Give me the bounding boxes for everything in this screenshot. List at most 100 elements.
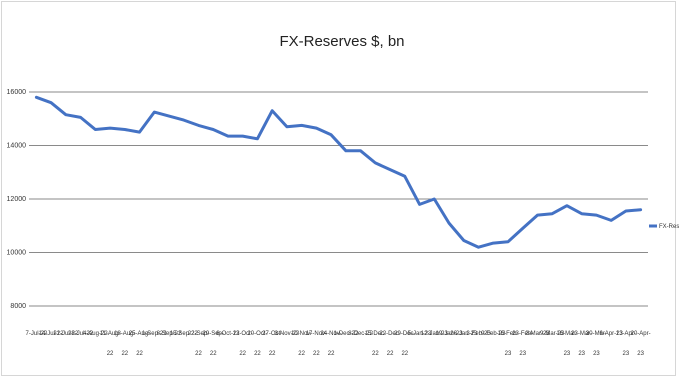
x-tick-label: 13-Oct- 22: [233, 331, 253, 357]
x-tick-label: 20-Apr- 23: [631, 331, 651, 357]
x-tick-label-line: 23: [593, 351, 600, 357]
x-tick-label-line: 1-Sep-22: [142, 331, 167, 337]
x-tick-label: 12-Jan-23: [421, 331, 449, 337]
x-tick-label: 18-Aug- 22: [114, 331, 135, 357]
x-tick-label-line: 2-Feb-23: [466, 331, 491, 337]
x-tick-label-line: 1-Dec-22: [334, 331, 359, 337]
y-tick-label: 10000: [7, 250, 27, 257]
x-tick-label-line: 9-Mar-23: [540, 331, 565, 337]
x-tick-label-line: 8-Sep-22: [157, 331, 182, 337]
x-tick-label: 3-Nov-22: [275, 331, 300, 337]
x-tick-label: 27-Oct- 22: [262, 331, 282, 357]
series-line: [34, 95, 643, 249]
x-tick-label: 9-Feb-23: [481, 331, 506, 337]
x-tick-label-line: 22: [254, 351, 261, 357]
chart-title: FX-Reserves $, bn: [279, 33, 404, 50]
x-tick-label: 22-Dec- 22: [379, 331, 400, 357]
x-tick-label-line: 23: [505, 351, 512, 357]
x-tick-label-line: 20-Apr-: [631, 331, 651, 337]
x-tick-label: 15-Sep-22: [170, 331, 199, 337]
x-tick-label: 10-Nov- 22: [291, 331, 312, 357]
x-tick-label: 29-Sep- 22: [203, 331, 224, 357]
x-tick-label-line: 6-Oct-22: [216, 331, 240, 337]
x-tick-label-line: 22: [136, 351, 143, 357]
x-tick-label-line: 24-Nov-: [320, 331, 341, 337]
x-tick-label-line: 19-Jan-23: [436, 331, 464, 337]
x-tick-label: 6-Apr-23: [599, 331, 623, 337]
x-tick-label-line: 3-Nov-22: [275, 331, 300, 337]
x-tick-label-line: 17-Nov-: [306, 331, 327, 337]
x-tick-label: 15-Dec- 22: [365, 331, 386, 357]
y-tick-label: 12000: [7, 196, 27, 203]
x-tick-label: 6-Oct-22: [216, 331, 240, 337]
x-tick-label: 30-Mar- 23: [586, 331, 607, 357]
x-tick-label-line: 27-Oct-: [262, 331, 282, 337]
x-tick-label-line: 22: [387, 351, 394, 357]
x-tick-label-line: 23: [637, 351, 644, 357]
x-tick-label-line: 22: [298, 351, 305, 357]
x-tick-label: 28-Jul-22: [68, 331, 94, 337]
x-tick-label: 13-Apr- 23: [616, 331, 636, 357]
x-tick-label-line: 22: [313, 351, 320, 357]
x-tick-label-line: 4-Aug-22: [83, 331, 108, 337]
y-axis-ticks: 8000 10000 12000 14000 16000: [7, 89, 27, 310]
x-tick-label-line: 22-Sep-: [188, 331, 209, 337]
gridlines: [29, 91, 648, 307]
x-tick-label-line: 22: [269, 351, 276, 357]
x-tick-label: 19-Jan-23: [436, 331, 464, 337]
x-tick-label-line: 13-Apr-: [616, 331, 636, 337]
x-tick-label: 14-Jul-22: [39, 331, 65, 337]
x-tick-label-line: 9-Feb-23: [481, 331, 506, 337]
x-tick-label-line: 16-Feb-: [497, 331, 518, 337]
x-tick-label: 26-Jan-23: [450, 331, 478, 337]
legend: FX-Reserves: [649, 224, 679, 230]
x-tick-label: 5-Jan-23: [408, 331, 432, 337]
x-tick-label-line: 23: [623, 351, 630, 357]
x-tick-label-line: 22: [328, 351, 335, 357]
x-tick-label-line: 22: [121, 351, 128, 357]
x-tick-label-line: 25-Aug-: [129, 331, 150, 337]
x-tick-label: 11-Aug- 22: [100, 331, 121, 357]
x-tick-label: 1-Sep-22: [142, 331, 167, 337]
x-tick-label-line: 15-Dec-: [365, 331, 386, 337]
x-tick-label-line: 18-Aug-: [114, 331, 135, 337]
x-tick-label: 4-Aug-22: [83, 331, 108, 337]
x-tick-label: 20-Oct- 22: [247, 331, 267, 357]
x-tick-label: 16-Mar- 23: [556, 331, 577, 357]
x-tick-label-line: 28-Jul-22: [68, 331, 94, 337]
x-tick-label-line: 23-Feb-: [512, 331, 533, 337]
y-tick-label: 14000: [7, 143, 27, 150]
x-tick-label-line: 2-Mar-23: [525, 331, 550, 337]
x-tick-label-line: 22: [210, 351, 217, 357]
x-tick-label-line: 10-Nov-: [291, 331, 312, 337]
x-tick-label-line: 26-Jan-23: [450, 331, 478, 337]
x-tick-label: 24-Nov- 22: [320, 331, 341, 357]
x-tick-label-line: 20-Oct-: [247, 331, 267, 337]
x-tick-label: 16-Feb- 23: [497, 331, 518, 357]
x-tick-label-line: 8-Dec-22: [348, 331, 373, 337]
x-tick-label-line: 22: [372, 351, 379, 357]
x-tick-label-line: 22: [107, 351, 114, 357]
x-tick-label: 21-Jul-22: [53, 331, 79, 337]
x-tick-label-line: 23: [564, 351, 571, 357]
x-tick-label: 25-Aug- 22: [129, 331, 150, 357]
x-tick-label-line: 30-Mar-: [586, 331, 607, 337]
x-tick-label-line: 13-Oct-: [233, 331, 253, 337]
x-tick-label-line: 23: [519, 351, 526, 357]
x-tick-label-line: 29-Dec-: [394, 331, 415, 337]
x-tick-label: 22-Sep- 22: [188, 331, 209, 357]
x-tick-label-line: 5-Jan-23: [408, 331, 432, 337]
x-tick-label: 1-Dec-22: [334, 331, 359, 337]
x-tick-label: 7-Jul-22: [26, 331, 48, 337]
x-tick-label: 2-Feb-23: [466, 331, 491, 337]
x-tick-label: 2-Mar-23: [525, 331, 550, 337]
x-tick-label-line: 16-Mar-: [556, 331, 577, 337]
x-tick-label: 9-Mar-23: [540, 331, 565, 337]
x-tick-label-line: 21-Jul-22: [53, 331, 79, 337]
x-tick-label-line: 12-Jan-23: [421, 331, 449, 337]
x-tick-label-line: 6-Apr-23: [599, 331, 623, 337]
y-tick-label: 8000: [10, 303, 26, 310]
x-tick-label: 29-Dec- 22: [394, 331, 415, 357]
